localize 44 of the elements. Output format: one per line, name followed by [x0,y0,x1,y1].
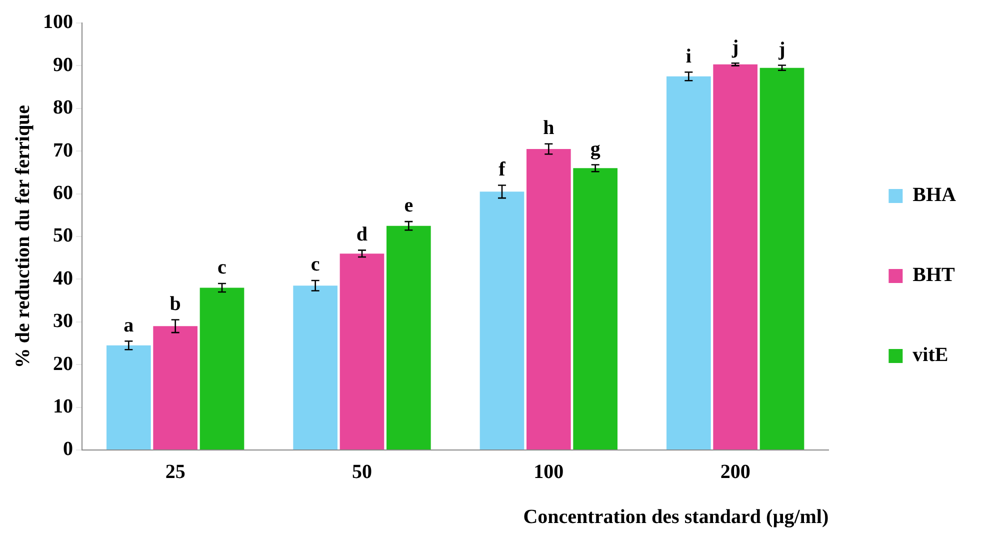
y-axis-title: % de reduction du fer ferrique [12,104,34,368]
y-tick-label: 100 [43,11,73,34]
x-tick-label: 25 [165,461,186,484]
legend-label: vitE [912,344,948,366]
y-tick-label: 30 [53,310,73,332]
bar [573,168,618,450]
bar [153,326,198,450]
y-tick-label: 0 [63,438,73,460]
y-tick-label: 60 [53,182,73,204]
y-tick-label: 70 [53,139,73,162]
legend-label: BHT [912,264,956,286]
annotation: g [590,138,600,160]
bar [480,192,524,450]
bar [340,254,384,450]
y-tick-label: 20 [53,352,73,375]
annotation: e [404,194,414,217]
annotation: b [170,292,181,315]
x-tick-label: 200 [720,461,750,484]
annotation: f [498,158,506,180]
annotation: c [310,254,320,276]
x-tick-label: 50 [352,461,372,484]
bar [713,64,758,450]
legend-label: BHA [912,184,957,206]
y-tick-label: 10 [53,395,73,418]
y-tick-label: 80 [53,96,73,119]
annotation: i [686,45,692,68]
bar [760,68,804,450]
annotation: h [543,117,554,140]
bar [200,288,244,450]
bar [293,286,338,450]
bar [666,76,711,450]
y-tick-label: 90 [53,54,73,76]
annotation: j [778,38,786,60]
annotation: c [218,256,227,279]
y-tick-label: 50 [53,224,73,247]
x-tick-label: 100 [534,461,564,484]
annotation: a [124,314,134,336]
bar [386,226,431,450]
bar [526,148,571,450]
annotation: j [730,36,739,58]
x-axis-title: Concentration des standard (µg/ml) [523,506,829,528]
bar [106,345,151,450]
annotation: d [356,223,368,246]
y-tick-label: 40 [53,267,73,290]
